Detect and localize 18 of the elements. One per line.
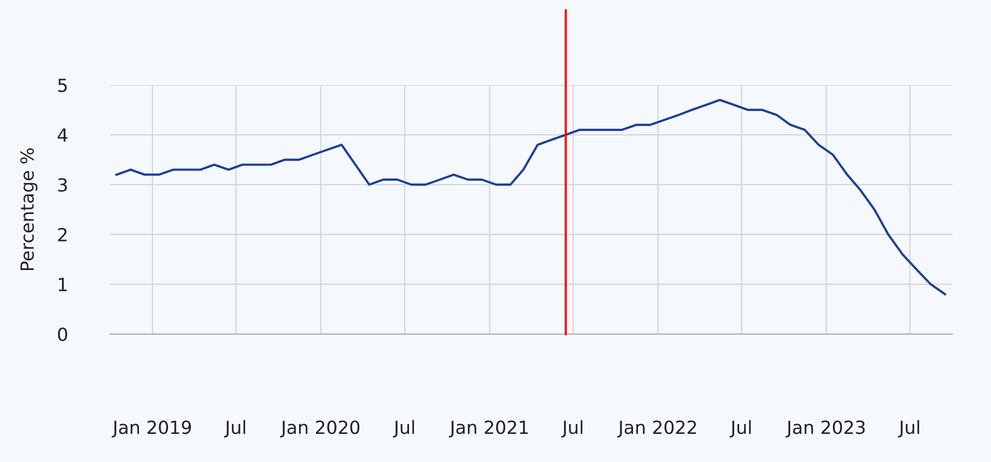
y-tick-label: 3 bbox=[58, 178, 67, 192]
y-tick-label: 0 bbox=[58, 327, 68, 342]
x-tick-label: Jul bbox=[561, 420, 582, 438]
x-tick-label: Jan 2022 bbox=[617, 420, 696, 438]
y-tick-label: 1 bbox=[58, 278, 67, 292]
y-tick-label: 4 bbox=[58, 128, 68, 142]
x-tick-label: Jan 2020 bbox=[280, 420, 360, 438]
x-tick-label: Jul bbox=[392, 420, 414, 438]
line-series bbox=[115, 98, 946, 296]
x-tick-label: Jul bbox=[898, 420, 920, 438]
y-axis-title: Percentage % bbox=[20, 148, 38, 270]
x-tick-label: Jul bbox=[730, 420, 751, 438]
y-tick-label: 2 bbox=[58, 228, 67, 242]
x-tick-label: Jan 2021 bbox=[448, 420, 528, 438]
x-tick-label: Jul bbox=[224, 420, 246, 438]
y-tick-label: 5 bbox=[58, 78, 67, 92]
x-tick-label: Jan 2023 bbox=[786, 420, 865, 438]
x-tick-label: Jan 2019 bbox=[112, 420, 191, 438]
